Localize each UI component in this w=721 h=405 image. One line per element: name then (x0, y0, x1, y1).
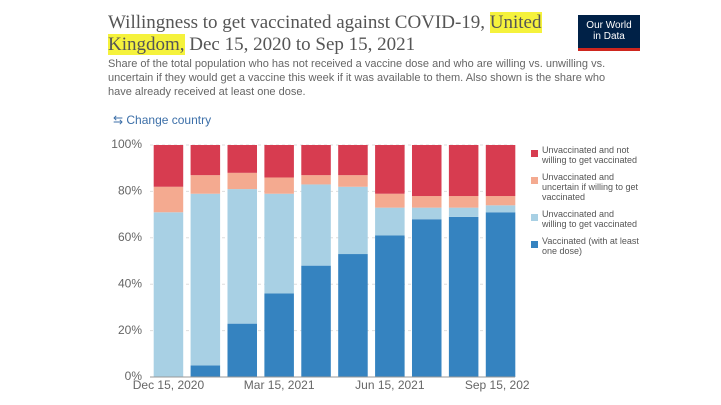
legend-label: Unvaccinated and not willing to get vacc… (542, 145, 638, 165)
legend: Unvaccinated and not willing to get vacc… (531, 145, 641, 263)
bar-segment (411, 196, 442, 208)
bar-segment (264, 177, 294, 194)
y-tick-label: 100% (111, 137, 142, 151)
y-tick-label: 60% (118, 230, 142, 244)
bar-segment (190, 365, 221, 377)
bar-segment (264, 293, 294, 377)
bar-segment (190, 193, 221, 366)
bar-segment (227, 145, 258, 173)
bar-segment (448, 207, 479, 217)
bar-segment (448, 196, 479, 208)
logo[interactable]: Our World in Data (578, 15, 640, 51)
x-tick-label: Mar 15, 2021 (244, 378, 315, 392)
bar-segment (411, 145, 442, 197)
legend-swatch (531, 177, 538, 184)
bar-segment (411, 207, 442, 220)
bar-segment (301, 145, 331, 176)
x-tick-label: Jun 15, 2021 (355, 378, 425, 392)
y-tick-label: 20% (118, 323, 142, 337)
change-country-label[interactable]: Change country (126, 113, 212, 127)
legend-item[interactable]: Unvaccinated and not willing to get vacc… (531, 145, 641, 165)
change-country[interactable]: ⇆ Change country (113, 113, 212, 127)
legend-item[interactable]: Unvaccinated and willing to get vaccinat… (531, 209, 641, 229)
bar-segment (190, 175, 221, 194)
legend-item[interactable]: Vaccinated (with at least one dose) (531, 236, 641, 256)
y-tick-label: 0% (125, 369, 143, 383)
x-tick-label: Dec 15, 2020 (133, 378, 205, 392)
legend-swatch (531, 214, 538, 221)
bar-segment (153, 145, 184, 187)
bar-segment (375, 193, 405, 208)
bar-segment (338, 186, 368, 255)
bar-segment (375, 145, 405, 194)
legend-label: Unvaccinated and willing to get vaccinat… (542, 209, 638, 229)
bar-segment (448, 216, 479, 377)
title-part: Willingness to get vaccinated against CO… (108, 12, 486, 33)
y-tick-label: 80% (118, 184, 142, 198)
bar-segment (301, 175, 331, 185)
bar-segment (227, 172, 258, 190)
bar-segment (375, 207, 405, 236)
subtitle: Share of the total population who has no… (108, 58, 606, 98)
bar-segment (485, 205, 516, 213)
legend-label: Unvaccinated and uncertain if willing to… (542, 172, 639, 202)
bar-segment (338, 175, 368, 187)
bar-segment (264, 145, 294, 178)
title-part: Dec 15, 2020 to Sep 15, 2021 (189, 34, 416, 55)
bar-segment (301, 265, 331, 377)
bar-segment (190, 145, 221, 176)
bar-segment (338, 254, 368, 377)
bar-segment (227, 189, 258, 324)
legend-swatch (531, 150, 538, 157)
chart-title: Willingness to get vaccinated against CO… (108, 12, 548, 56)
bar-segment (301, 184, 331, 266)
bar-segment (411, 219, 442, 377)
chart: 0% 20% 40% 60% 80% 100% Dec 15, 2020 Mar 15, 20… (111, 137, 530, 392)
bar-segment (485, 145, 516, 197)
bar-segment (153, 186, 184, 213)
bar-segment (227, 323, 258, 377)
bar-segment (338, 145, 368, 176)
bar-segment (264, 193, 294, 294)
bar-segment (375, 235, 405, 377)
legend-label: Vaccinated (with at least one dose) (542, 236, 639, 256)
legend-item[interactable]: Unvaccinated and uncertain if willing to… (531, 172, 641, 202)
legend-swatch (531, 241, 538, 248)
y-tick-label: 40% (118, 276, 142, 290)
bar-segment (153, 212, 184, 377)
bar-segment (448, 145, 479, 197)
bar-segment (485, 196, 516, 206)
bar-segment (485, 212, 516, 377)
x-tick-label: Sep 15, 2021 (465, 378, 530, 392)
